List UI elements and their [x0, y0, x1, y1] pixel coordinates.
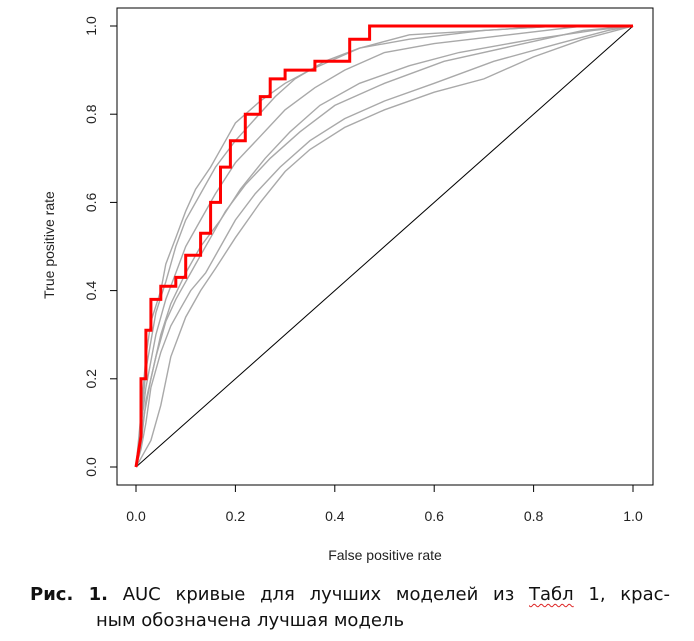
- roc-chart: 0.0 0.2 0.4 0.6 0.8 1.0 0.0 0.2 0.4 0.6 0.8 1.0 Fal…: [41, 7, 654, 563]
- caption-line-2: ным обозначена лучшая модель: [96, 610, 405, 631]
- caption-text-1: AUC кривые для лучших моделей из: [122, 584, 530, 605]
- caption-text-1-tail: 1, крас-: [573, 584, 670, 605]
- axes-layer: 0.0 0.2 0.4 0.6 0.8 1.0 0.0 0.2 0.4 0.6 0.8 1.0: [83, 16, 643, 524]
- y-tick-label: 0.0: [83, 457, 99, 477]
- roc-curve-model-4: [135, 25, 634, 468]
- roc-curve-model-5: [135, 25, 634, 468]
- x-tick-label: 1.0: [623, 508, 643, 524]
- roc-curve-model-7: [135, 25, 634, 468]
- y-axis-label: True positive rate: [41, 191, 57, 299]
- y-tick-label: 0.8: [83, 104, 99, 124]
- chance-diagonal-line: [135, 25, 634, 468]
- roc-curve-model-1: [135, 25, 633, 468]
- y-tick-label: 1.0: [83, 16, 99, 36]
- x-tick-label: 0.4: [325, 508, 345, 524]
- caption-line-1: Рис. 1. AUC кривые для лучших моделей из…: [30, 582, 670, 608]
- x-tick-label: 0.8: [524, 508, 544, 524]
- roc-curve-model-3: [135, 25, 633, 468]
- caption-spellcheck-word: Табл: [529, 584, 574, 605]
- y-tick-label: 0.4: [83, 281, 99, 301]
- y-tick-label: 0.6: [83, 192, 99, 212]
- roc-curve-model-6: [135, 25, 634, 468]
- y-tick-label: 0.2: [83, 369, 99, 389]
- caption-label: Рис. 1.: [30, 584, 108, 605]
- figure-caption: Рис. 1. AUC кривые для лучших моделей из…: [30, 582, 670, 634]
- curves-layer: [134, 24, 634, 468]
- x-tick-label: 0.2: [226, 508, 246, 524]
- x-tick-label: 0.0: [126, 508, 146, 524]
- roc-curve-best-model: [134, 24, 633, 468]
- x-axis-label: False positive rate: [328, 547, 442, 563]
- x-tick-label: 0.6: [424, 508, 444, 524]
